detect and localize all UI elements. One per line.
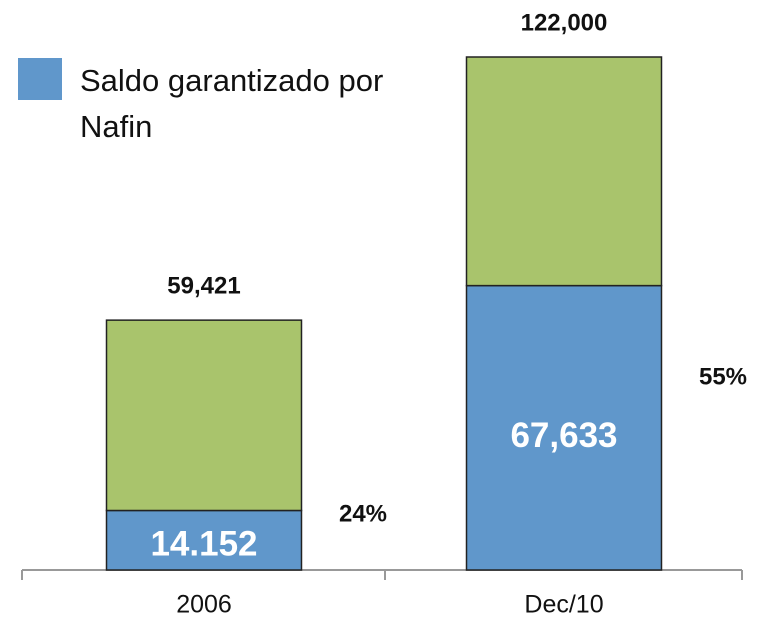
bar-segment <box>105 319 303 512</box>
x-tick-label: 2006 <box>176 591 232 619</box>
value-label: 14.152 <box>150 524 257 563</box>
total-label: 122,000 <box>521 9 608 36</box>
share-label: 55% <box>699 363 747 390</box>
x-tick-label: Dec/10 <box>524 591 603 619</box>
share-label: 24% <box>339 500 387 527</box>
legend-swatch <box>18 58 62 100</box>
total-label: 59,421 <box>167 272 240 299</box>
value-label: 67,633 <box>510 416 617 455</box>
bar-segment <box>465 284 663 571</box>
bar-segment <box>465 56 663 287</box>
legend-label: Saldo garantizado por Nafin <box>80 63 384 144</box>
bar-segment <box>105 509 303 571</box>
